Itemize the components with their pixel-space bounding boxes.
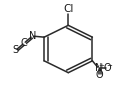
Text: Cl: Cl: [63, 4, 73, 14]
Text: N: N: [95, 63, 102, 73]
Text: +: +: [98, 63, 104, 69]
Text: N: N: [28, 31, 36, 41]
Text: −: −: [106, 63, 112, 69]
Text: O: O: [102, 63, 110, 73]
Text: S: S: [13, 45, 19, 55]
Text: O: O: [94, 70, 102, 80]
Text: C: C: [21, 38, 27, 48]
